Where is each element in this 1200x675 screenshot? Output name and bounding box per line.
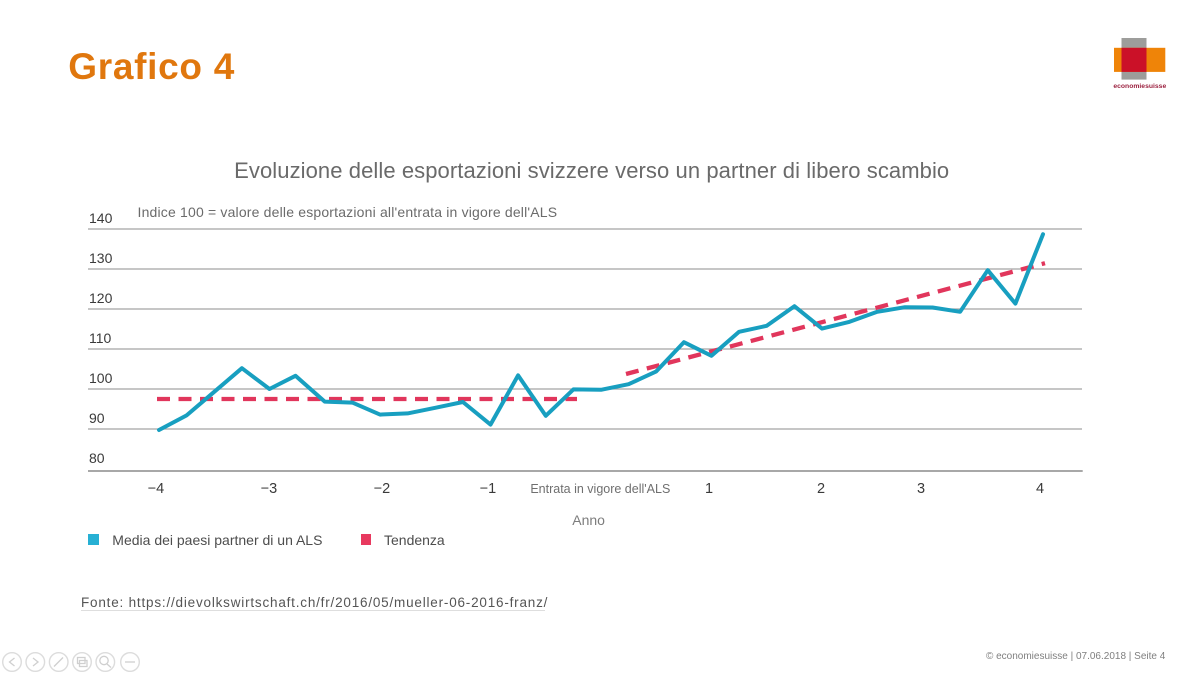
svg-text:economiesuisse: economiesuisse xyxy=(1113,83,1166,90)
